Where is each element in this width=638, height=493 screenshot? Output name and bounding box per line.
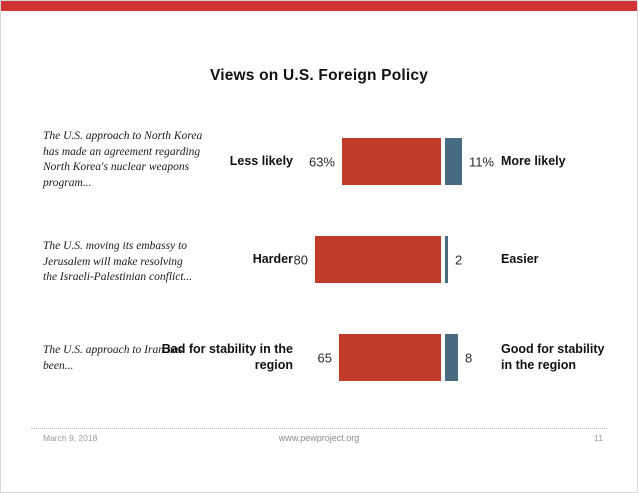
footer-divider: [31, 428, 607, 429]
left-bar: 65: [318, 334, 441, 381]
right-value-label: 11%: [469, 154, 495, 169]
right-value-label: 8: [465, 350, 473, 365]
question-text: The U.S. moving its embassy to Jerusalem…: [43, 240, 193, 283]
footer-website: www.pewproject.org: [278, 433, 360, 443]
page-title: Views on U.S. Foreign Policy: [209, 67, 429, 84]
footer-date: March 9, 2018: [43, 433, 98, 443]
right-category-label: Easier: [501, 251, 539, 266]
right-bar: 11%: [445, 138, 494, 185]
right-value-label: 2: [455, 252, 463, 267]
chart-row: The U.S. approach to Iran has been... Ba…: [1, 334, 637, 381]
chart-row: The U.S. approach to North Korea has mad…: [1, 130, 637, 189]
right-category-label: Good for stability in the region: [501, 341, 605, 372]
chart-row: The U.S. moving its embassy to Jerusalem…: [1, 236, 637, 283]
left-value-label: 80: [293, 252, 308, 267]
left-value-label: 63%: [308, 154, 335, 169]
question-text: The U.S. approach to Iran has been...: [43, 344, 183, 372]
left-category-label: Bad for stability in the region: [161, 341, 293, 372]
right-category-label: More likely: [501, 153, 566, 168]
left-bar: 63%: [309, 138, 441, 185]
page-number: 11: [594, 433, 603, 443]
left-category-label: Less likely: [229, 153, 293, 168]
right-bar: 8: [445, 334, 472, 381]
question-text: The U.S. approach to North Korea has mad…: [43, 130, 203, 189]
left-value-label: 65: [317, 350, 332, 365]
right-bar: 2: [445, 236, 462, 283]
left-bar: 80: [294, 236, 441, 283]
top-accent-bar: [1, 1, 637, 11]
left-category-label: Harder: [252, 251, 293, 266]
